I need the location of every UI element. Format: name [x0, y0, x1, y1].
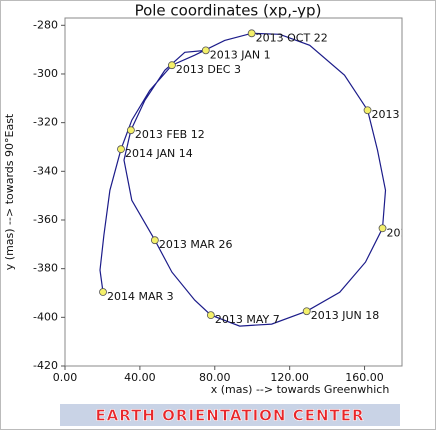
date-marker — [117, 145, 125, 154]
date-label: 2013 MAY 7 — [215, 313, 280, 326]
x-tick-label: 40.00 — [124, 371, 156, 384]
date-label: 2013 JUN 18 — [311, 309, 380, 322]
date-marker — [302, 307, 311, 316]
date-marker — [206, 311, 215, 320]
date-label: 2014 JAN 14 — [125, 147, 193, 160]
date-marker — [150, 236, 159, 245]
date-marker — [378, 224, 387, 233]
date-label: 2013 SEP 1 — [372, 108, 435, 121]
y-tick-label: -300 — [33, 67, 58, 80]
date-label: 2013 MAR 26 — [159, 238, 233, 251]
x-axis-label: x (mas) --> towards Greenwhich — [211, 383, 390, 396]
footer-text: EARTH ORIENTATION CENTER — [95, 407, 364, 425]
y-tick-label: -320 — [33, 116, 58, 129]
y-tick-label: -380 — [33, 262, 58, 275]
date-marker — [201, 46, 210, 55]
date-marker — [168, 61, 176, 70]
y-tick-label: -340 — [33, 164, 58, 177]
date-marker — [99, 288, 107, 296]
x-tick-label: 160.00 — [345, 371, 384, 384]
date-label: 2013 OCT 22 — [256, 31, 328, 44]
footer-banner — [60, 404, 400, 426]
x-tick-label: 0.00 — [53, 371, 78, 384]
y-tick-label: -360 — [33, 213, 58, 226]
plot-content: 2013 JAN 1 2013 FEB 12 2013 MAR 26 2013 MAY… — [99, 29, 436, 327]
x-tick-label: 80.00 — [199, 371, 231, 384]
date-label: 2014 MAR 3 — [107, 290, 174, 303]
plot-area — [64, 17, 403, 367]
date-label: 2013 JAN 1 — [210, 48, 271, 61]
date-label: 2013 FEB 12 — [135, 128, 205, 141]
y-tick-label: -280 — [33, 18, 58, 31]
date-label: 2013 JUL — [387, 226, 436, 239]
y-tick-label: -400 — [33, 310, 58, 323]
y-axis-label: y (mas) --> towards 90°East — [3, 113, 16, 270]
x-tick-label: 120.00 — [270, 371, 309, 384]
date-marker — [247, 29, 256, 38]
pole-path — [99, 32, 387, 327]
date-marker — [363, 106, 372, 115]
date-label: 2013 DEC 3 — [176, 63, 241, 76]
date-marker — [127, 126, 135, 135]
chart-title: Pole coordinates (xp,-yp) — [135, 2, 322, 20]
y-tick-label: -420 — [33, 359, 58, 372]
